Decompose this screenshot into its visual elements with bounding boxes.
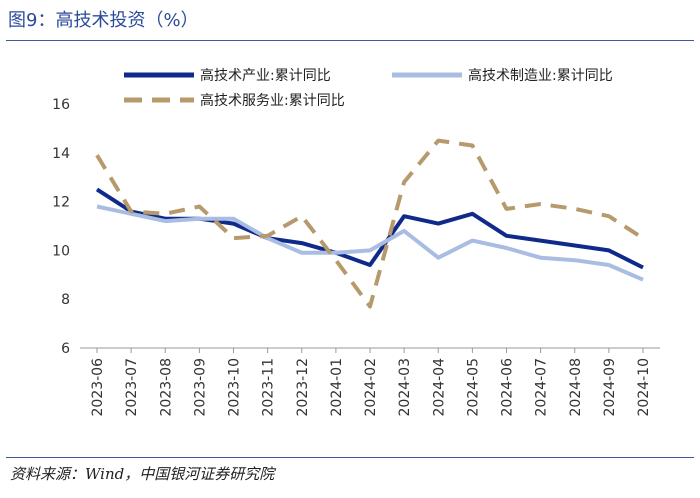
- x-tick-label: 2023-09: [192, 358, 208, 417]
- x-tick-label: 2023-12: [295, 358, 311, 417]
- y-tick-label: 6: [61, 341, 70, 357]
- x-tick-label: 2023-11: [261, 358, 277, 417]
- y-tick-label: 16: [52, 97, 70, 113]
- x-tick-label: 2024-04: [431, 358, 447, 417]
- y-tick-label: 12: [52, 195, 70, 211]
- x-tick-label: 2024-10: [636, 358, 652, 417]
- y-axis: 6 8 10 12 14 16: [52, 97, 70, 357]
- x-tick-label: 2024-01: [329, 358, 345, 417]
- title-divider: [6, 40, 694, 41]
- y-tick-label: 10: [52, 243, 70, 259]
- x-tick-label: 2024-05: [465, 358, 481, 417]
- x-tick-label: 2023-06: [90, 358, 106, 417]
- x-tick-label: 2024-08: [568, 358, 584, 417]
- x-tick-label: 2024-03: [397, 358, 413, 417]
- source-note: 资料来源：Wind，中国银河证券研究院: [10, 465, 275, 483]
- x-tick-label: 2024-07: [534, 358, 550, 417]
- x-tick-label: 2024-02: [363, 358, 379, 417]
- x-tick-label: 2024-09: [602, 358, 618, 417]
- legend-label-1: 高技术产业:累计同比: [200, 67, 331, 84]
- series-line-1: [95, 187, 644, 270]
- x-tick-label: 2023-07: [124, 358, 140, 417]
- legend-label-2: 高技术制造业:累计同比: [468, 67, 613, 84]
- x-tick-label: 2023-08: [158, 358, 174, 417]
- x-axis: 2023-06 2023-07 2023-08 2023-09 2023-10 2023-…: [80, 347, 660, 417]
- y-tick-label: 14: [52, 146, 70, 162]
- legend-label-3: 高技术服务业:累计同比: [200, 92, 345, 109]
- footer-divider: [6, 457, 694, 458]
- figure-title: 图9：高技术投资（%）: [8, 10, 199, 31]
- x-tick-label: 2024-06: [500, 358, 516, 417]
- series-group: [95, 138, 645, 309]
- x-tick-label: 2023-10: [227, 358, 243, 417]
- y-tick-label: 8: [61, 292, 70, 308]
- series-line-3: [95, 138, 645, 309]
